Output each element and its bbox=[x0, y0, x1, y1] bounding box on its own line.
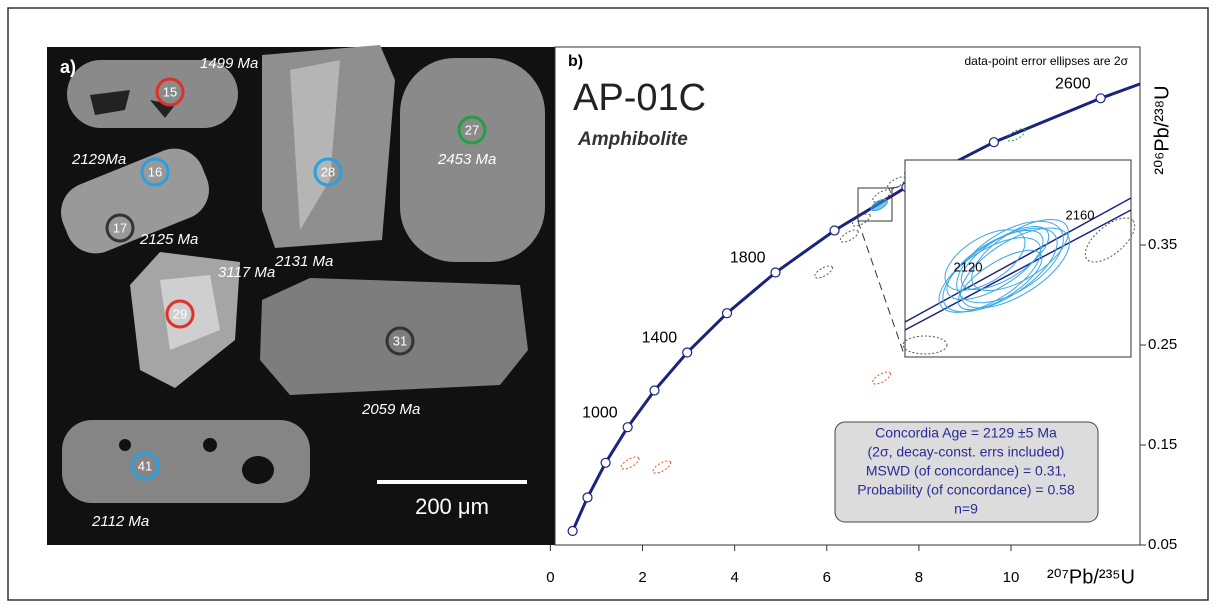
panel-label: b) bbox=[568, 53, 583, 70]
x-tick-label: 2 bbox=[638, 569, 646, 586]
result-line: MSWD (of concordance) = 0.31, bbox=[866, 463, 1066, 479]
y-tick-label: 0.15 bbox=[1148, 436, 1177, 453]
spot-age: 2131 Ma bbox=[274, 253, 333, 270]
inset-label: 2120 bbox=[954, 259, 983, 274]
age-marker bbox=[1096, 94, 1105, 103]
result-line: Probability (of concordance) = 0.58 bbox=[857, 482, 1075, 498]
grain-pore bbox=[119, 439, 131, 451]
spot-id: 16 bbox=[148, 164, 162, 179]
age-marker bbox=[568, 527, 577, 536]
age-marker bbox=[583, 493, 592, 502]
spot-age: 2453 Ma bbox=[437, 151, 496, 168]
result-line: (2σ, decay-const. errs included) bbox=[868, 444, 1065, 460]
note: data-point error ellipses are 2σ bbox=[965, 54, 1129, 68]
spot-age: 1499 Ma bbox=[200, 55, 258, 72]
age-label: 2600 bbox=[1055, 76, 1091, 93]
panel-label: a) bbox=[60, 57, 76, 77]
spot-id: 27 bbox=[465, 122, 479, 137]
age-marker bbox=[623, 423, 632, 432]
spot-age: 2129Ma bbox=[71, 151, 126, 168]
subtitle: Amphibolite bbox=[577, 129, 688, 150]
scale-label: 200 μm bbox=[415, 494, 489, 519]
grain-pore bbox=[242, 456, 274, 484]
age-marker bbox=[650, 386, 659, 395]
result-line: Concordia Age = 2129 ±5 Ma bbox=[875, 425, 1057, 441]
figure: 200 μm a) 151499 Ma162129Ma172125 Ma2821… bbox=[0, 0, 1216, 610]
y-axis-label: ²⁰⁶Pb/²³⁸U bbox=[1151, 85, 1173, 174]
age-marker bbox=[601, 458, 610, 467]
chart-title: AP-01C bbox=[573, 77, 706, 119]
x-tick-label: 10 bbox=[1003, 569, 1020, 586]
age-label: 1000 bbox=[582, 404, 618, 421]
y-tick-label: 0.05 bbox=[1148, 536, 1177, 553]
inset: 2120 2160 bbox=[903, 160, 1142, 357]
x-tick-label: 0 bbox=[546, 569, 554, 586]
spot-age: 3117 Ma bbox=[218, 264, 275, 281]
age-marker bbox=[723, 309, 732, 318]
age-label: 1800 bbox=[730, 250, 766, 267]
x-tick-label: 4 bbox=[730, 569, 738, 586]
result-line: n=9 bbox=[954, 501, 978, 517]
inset-label: 2160 bbox=[1066, 207, 1095, 222]
spot-id: 29 bbox=[173, 306, 187, 321]
spot-age: 2059 Ma bbox=[361, 401, 420, 418]
spot-id: 31 bbox=[393, 333, 407, 348]
x-tick-label: 6 bbox=[823, 569, 831, 586]
spot-id: 28 bbox=[321, 164, 335, 179]
grain-pore bbox=[203, 438, 217, 452]
y-tick-label: 0.35 bbox=[1148, 236, 1177, 253]
spot-id: 15 bbox=[163, 84, 177, 99]
age-marker bbox=[771, 268, 780, 277]
spot-id: 41 bbox=[138, 458, 152, 473]
spot-id: 17 bbox=[113, 220, 127, 235]
grain bbox=[62, 420, 310, 503]
age-marker bbox=[683, 348, 692, 357]
age-marker bbox=[989, 138, 998, 147]
age-marker bbox=[830, 226, 839, 235]
spot-age: 2125 Ma bbox=[139, 231, 198, 248]
x-tick-label: 8 bbox=[915, 569, 923, 586]
spot-age: 2112 Ma bbox=[91, 513, 149, 530]
age-label: 1400 bbox=[642, 330, 678, 347]
x-axis-label: ²⁰⁷Pb/²³⁵U bbox=[1047, 566, 1135, 588]
y-tick-label: 0.25 bbox=[1148, 336, 1177, 353]
inset-frame bbox=[905, 160, 1131, 357]
